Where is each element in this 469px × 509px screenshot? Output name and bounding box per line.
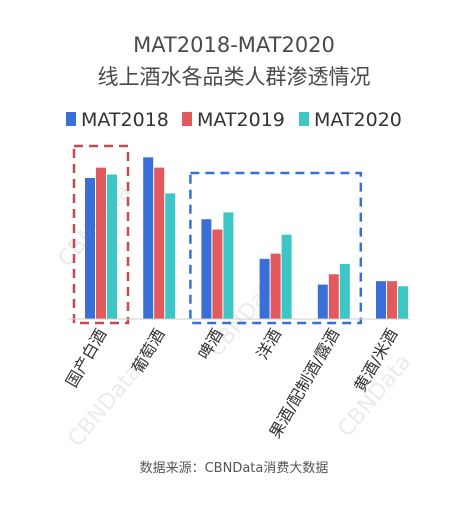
bar-mat2019-1 bbox=[154, 167, 165, 319]
legend-swatch-mat2018 bbox=[66, 112, 76, 126]
bar-mat2018-2 bbox=[201, 219, 212, 319]
legend: MAT2018 MAT2019 MAT2020 bbox=[66, 109, 402, 131]
bar-mat2019-2 bbox=[212, 229, 223, 319]
highlight-boxes bbox=[72, 144, 363, 325]
highlight-box-2 bbox=[189, 171, 363, 325]
bar-mat2020-2 bbox=[223, 212, 234, 319]
bar-layer bbox=[85, 157, 408, 319]
legend-swatch-mat2019 bbox=[182, 112, 192, 126]
bar-mat2018-4 bbox=[317, 284, 328, 319]
bar-mat2018-5 bbox=[376, 281, 386, 319]
bar-mat2019-5 bbox=[387, 281, 397, 319]
legend-label-mat2020: MAT2020 bbox=[314, 109, 402, 131]
highlight-box-1 bbox=[72, 144, 130, 325]
bar-mat2018-0 bbox=[85, 177, 95, 319]
legend-label-mat2018: MAT2018 bbox=[81, 109, 169, 131]
bar-mat2020-5 bbox=[398, 286, 408, 319]
category-label-0: 国产白酒 bbox=[62, 326, 110, 391]
bar-mat2019-4 bbox=[328, 274, 339, 319]
bar-mat2020-0 bbox=[107, 174, 117, 319]
bar-mat2020-1 bbox=[165, 193, 176, 319]
watermark-text: CBNData bbox=[53, 180, 136, 272]
bar-mat2018-3 bbox=[259, 258, 270, 319]
bar-mat2020-3 bbox=[281, 234, 292, 319]
legend-label-mat2019: MAT2019 bbox=[197, 109, 285, 131]
bar-mat2020-4 bbox=[339, 263, 350, 319]
category-label-1: 葡萄酒 bbox=[128, 326, 168, 377]
chart-title: MAT2018-MAT2020 bbox=[133, 33, 335, 57]
bar-mat2019-0 bbox=[96, 167, 106, 319]
chart-subtitle: 线上酒水各品类人群渗透情况 bbox=[98, 65, 371, 89]
category-label-3: 洋酒 bbox=[253, 326, 285, 363]
legend-swatch-mat2020 bbox=[299, 112, 309, 126]
source-note: 数据来源：CBNData消费大数据 bbox=[140, 461, 329, 476]
bar-mat2019-3 bbox=[270, 253, 281, 319]
bar-mat2018-1 bbox=[143, 157, 154, 319]
